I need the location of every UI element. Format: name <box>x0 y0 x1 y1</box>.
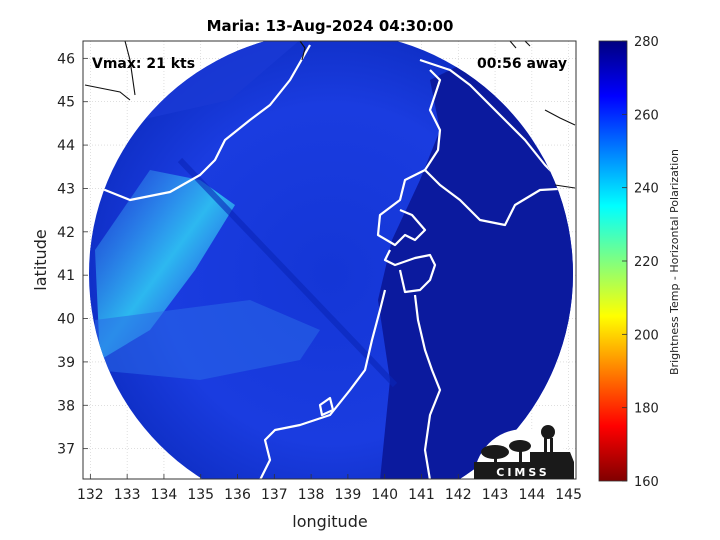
axes-frame <box>82 40 577 480</box>
time-away-annotation: 00:56 away <box>477 56 567 72</box>
colorbar-tick-label: 160 <box>634 475 659 490</box>
x-axis-ticks: 132 133 134 135 136 137 138 139 140 141 142 143 144 1… <box>77 474 582 503</box>
y-tick-label: 37 <box>57 442 75 458</box>
y-tick-label: 43 <box>57 181 75 197</box>
x-tick-label: 134 <box>151 487 178 503</box>
colorbar-tick-label: 200 <box>634 328 659 343</box>
x-tick-label: 138 <box>298 487 325 503</box>
x-tick-label: 133 <box>114 487 141 503</box>
x-tick-label: 136 <box>224 487 251 503</box>
y-tick-label: 45 <box>57 95 75 111</box>
y-tick-label: 39 <box>57 355 75 371</box>
x-tick-label: 144 <box>518 487 545 503</box>
x-tick-label: 142 <box>445 487 472 503</box>
y-tick-label: 46 <box>57 51 75 67</box>
y-axis-label: latitude <box>31 229 50 290</box>
y-axis-ticks: 37 38 39 40 41 42 43 44 45 46 <box>57 51 88 458</box>
cimss-logo: CIMSS <box>474 425 574 479</box>
x-tick-label: 140 <box>371 487 398 503</box>
y-tick-label: 38 <box>57 398 75 414</box>
warm-band <box>95 170 235 360</box>
chart-title: Maria: 13-Aug-2024 04:30:00 <box>207 17 454 35</box>
colorbar-tick-label: 220 <box>634 255 659 270</box>
vmax-annotation: Vmax: 21 kts <box>92 56 195 72</box>
colorbar-tick-label: 180 <box>634 402 659 417</box>
warm-band-2 <box>95 300 320 380</box>
x-axis-label: longitude <box>292 512 367 531</box>
x-tick-label: 132 <box>77 487 104 503</box>
x-tick-label: 139 <box>335 487 362 503</box>
x-tick-label: 141 <box>408 487 435 503</box>
x-tick-label: 135 <box>187 487 214 503</box>
colorbar-ticks: 160 180 200 220 240 260 280 <box>622 35 659 490</box>
x-tick-label: 137 <box>261 487 288 503</box>
y-tick-label: 41 <box>57 268 75 284</box>
y-tick-label: 42 <box>57 225 75 241</box>
y-tick-label: 44 <box>57 138 75 154</box>
swath-edge <box>177 157 398 388</box>
colorbar-tick-label: 260 <box>634 108 659 123</box>
y-tick-label: 40 <box>57 312 75 328</box>
coastlines-outside <box>84 41 576 189</box>
logo-text: CIMSS <box>496 466 549 479</box>
x-tick-label: 145 <box>555 487 582 503</box>
colorbar-tick-label: 240 <box>634 182 659 197</box>
x-tick-label: 143 <box>482 487 509 503</box>
colorbar-tick-label: 280 <box>634 35 659 50</box>
colorbar-label: Brightness Temp - Horizontal Polarizatio… <box>668 149 681 375</box>
